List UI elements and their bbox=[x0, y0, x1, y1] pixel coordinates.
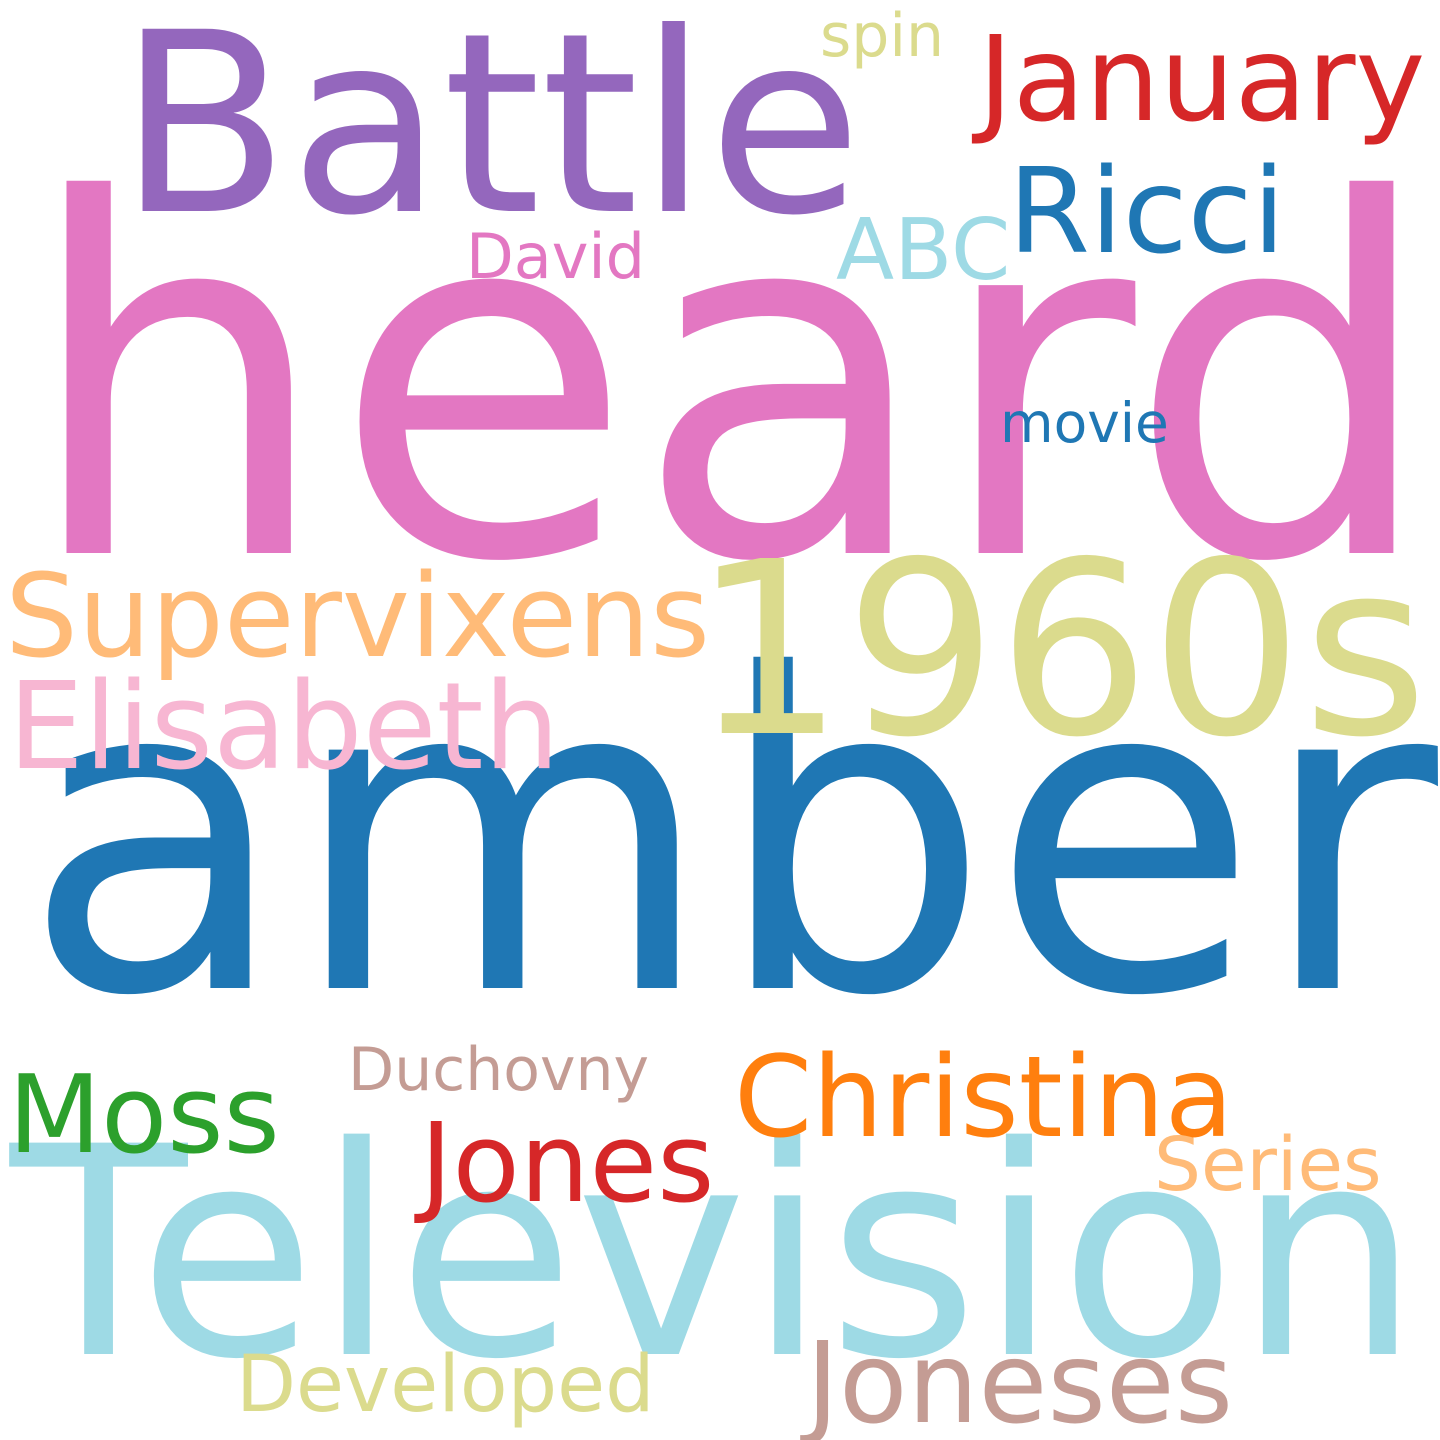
word-christina: Christina bbox=[734, 1033, 1234, 1163]
word-developed: Developed bbox=[236, 1340, 655, 1430]
word-david: David bbox=[466, 220, 646, 293]
word-battle: Battle bbox=[118, 0, 863, 270]
word-elisabeth: Elisabeth bbox=[8, 658, 560, 797]
word-ricci: Ricci bbox=[1008, 142, 1286, 280]
word-abc: ABC bbox=[836, 201, 1011, 300]
word-movie: movie bbox=[1000, 391, 1169, 455]
word-heard: heard bbox=[22, 98, 1438, 669]
word-amber: amber bbox=[22, 583, 1438, 1091]
word-supervixens: Supervixens bbox=[5, 550, 710, 684]
word-1960s: 1960s bbox=[692, 510, 1428, 790]
word-series: Series bbox=[1154, 1122, 1382, 1208]
word-moss: Moss bbox=[8, 1053, 280, 1178]
word-duchovny: Duchovny bbox=[348, 1035, 649, 1105]
word-spin: spin bbox=[820, 1, 945, 71]
word-television: Television bbox=[10, 1086, 1421, 1423]
word-jones: Jones bbox=[420, 1099, 715, 1227]
word-joneses: Joneses bbox=[806, 1319, 1234, 1440]
word-january: January bbox=[978, 10, 1426, 148]
